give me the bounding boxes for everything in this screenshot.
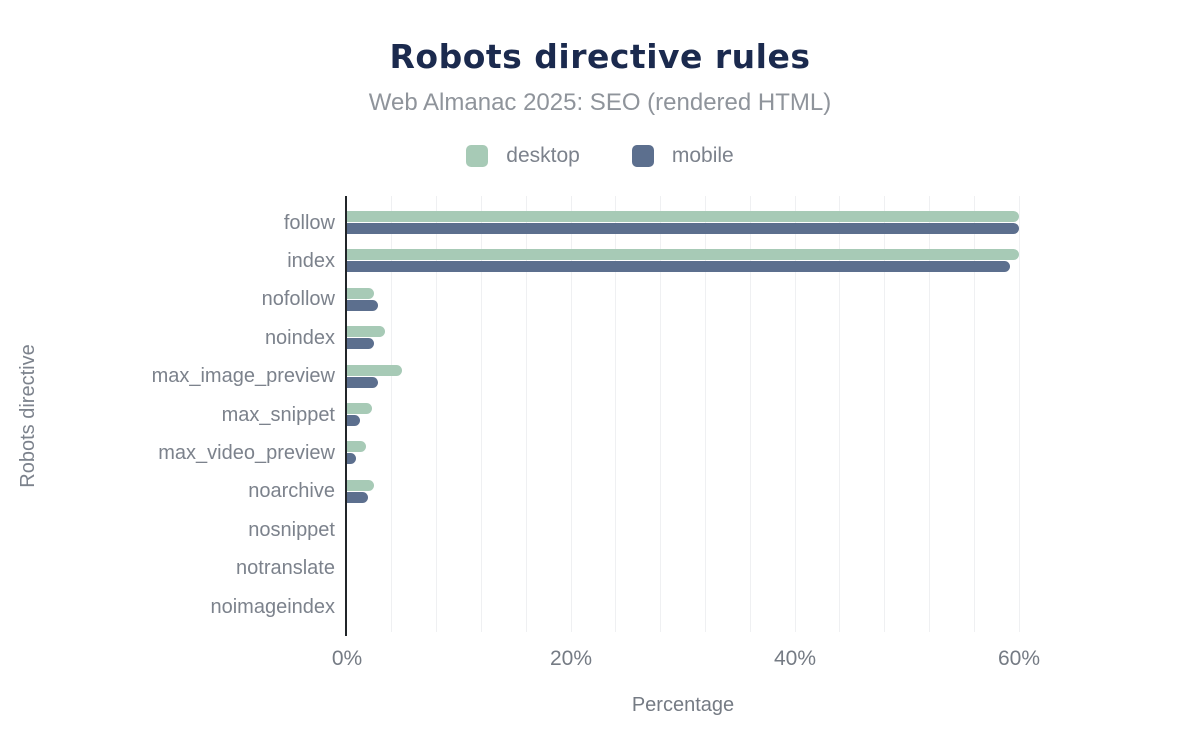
bar-mobile-follow [347,223,1019,234]
gridline-20pct [570,196,572,632]
gridline-52pct [928,196,930,632]
bar-mobile-noindex [347,338,374,350]
category-label-max_snippet: max_snippet [221,403,335,426]
bar-mobile-index [347,261,1011,273]
gridline-4pct [391,196,393,632]
bar-desktop-follow [347,211,1019,222]
legend-item-mobile: mobile [631,144,734,168]
chart-title: Robots directive rules [389,37,811,76]
bar-mobile-max_image_preview [347,376,379,388]
bar-mobile-noarchive [347,491,369,503]
gridline-48pct [884,196,886,632]
y-axis-line [345,196,347,636]
chart-subtitle: Web Almanac 2025: SEO (rendered HTML) [368,89,832,116]
bar-desktop-index [347,249,1019,261]
legend-item-desktop: desktop [466,144,580,168]
gridline-16pct [525,196,527,632]
gridline-32pct [704,196,706,632]
bar-desktop-nofollow [347,287,374,299]
gridline-36pct [749,196,751,632]
x-axis-ticks: 0% 20% 40% 60% [332,646,1040,672]
gridline-40pct [794,196,796,632]
category-label-noimageindex: noimageindex [210,595,335,618]
bar-mobile-max_video_preview [347,453,356,465]
x-tick-40%: 40% [773,647,817,670]
bar-mobile-max_snippet [347,415,361,426]
gridline-8pct [436,196,438,632]
legend-label: desktop [506,144,580,167]
x-axis-title: Percentage [631,694,735,716]
category-label-follow: follow [283,211,335,234]
legend: desktop mobile [0,142,1200,170]
plot-area [345,196,1020,636]
bar-mobile-nofollow [347,299,379,311]
gridline-56pct [973,196,975,632]
category-label-noindex: noindex [264,326,335,349]
x-tick-0%: 0% [331,647,363,670]
category-label-nosnippet: nosnippet [248,518,335,541]
gridline-60pct [1018,196,1020,632]
bar-desktop-max_video_preview [347,441,367,453]
category-label-max_video_preview: max_video_preview [158,441,335,464]
category-axis: follow index nofollow noindex max_image_prev… [0,196,335,630]
x-tick-20%: 20% [549,647,593,670]
category-label-index: index [287,249,335,272]
bar-desktop-noarchive [347,479,374,491]
bar-desktop-noindex [347,326,386,338]
gridline-28pct [660,196,662,632]
bar-desktop-max_image_preview [347,364,402,376]
category-label-nofollow: nofollow [261,288,335,311]
bar-desktop-max_snippet [347,403,372,414]
category-label-noarchive: noarchive [248,480,335,503]
legend-swatch-desktop [466,145,489,167]
gridline-44pct [839,196,841,632]
x-tick-60%: 60% [997,647,1041,670]
category-label-max_image_preview: max_image_preview [151,365,335,388]
gridline-24pct [615,196,617,632]
category-label-notranslate: notranslate [236,557,335,580]
gridline-12pct [480,196,482,632]
legend-label: mobile [671,144,734,167]
legend-swatch-mobile [631,145,654,167]
